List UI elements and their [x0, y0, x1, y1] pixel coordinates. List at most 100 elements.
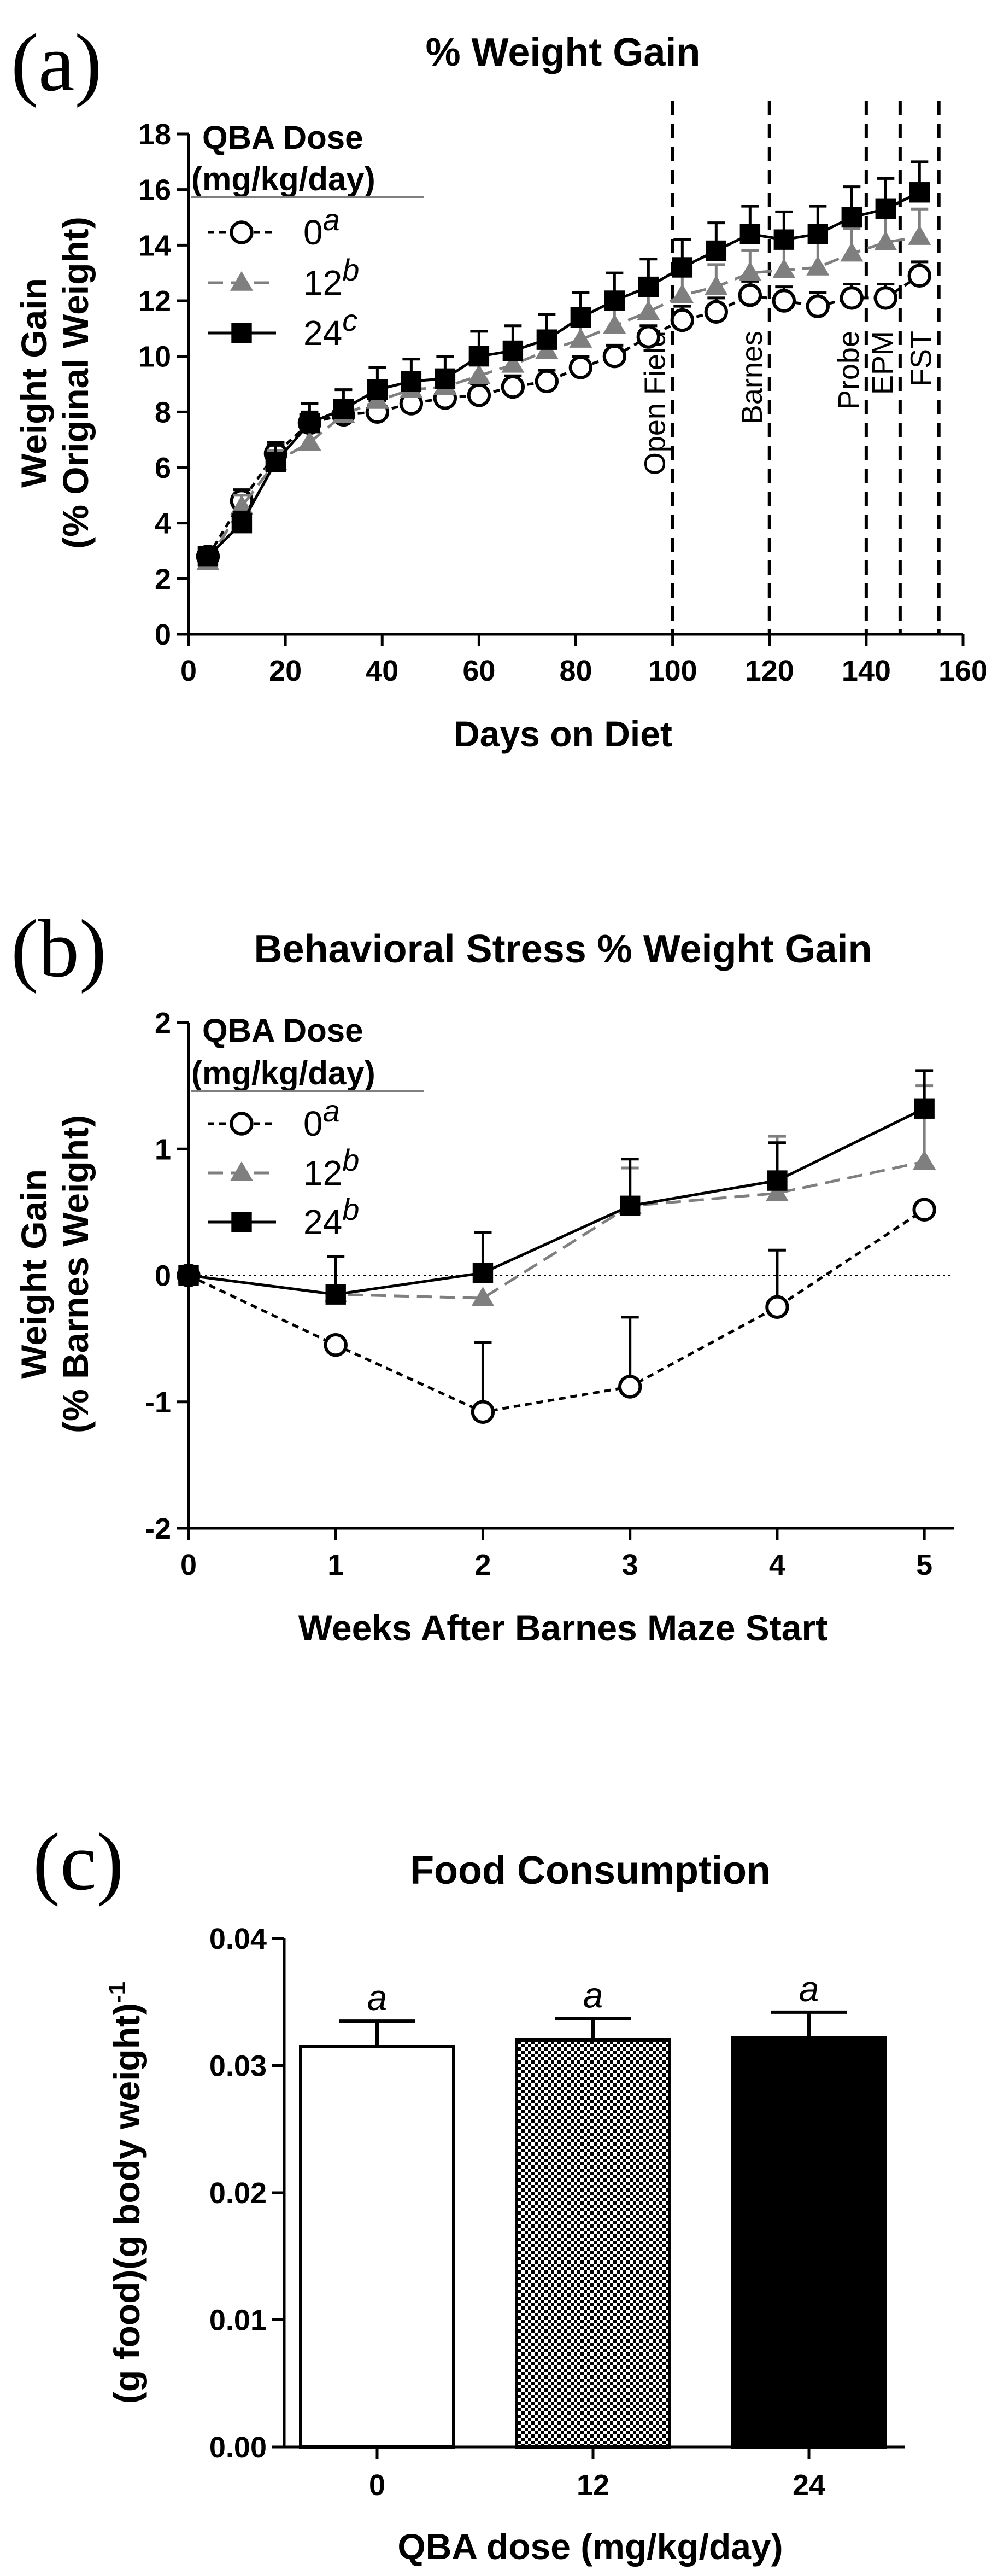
panel-c-letter: (c)	[33, 1816, 124, 1907]
data-point	[501, 375, 525, 399]
data-point	[471, 1400, 495, 1424]
data-point	[874, 231, 897, 251]
a-x-tick-label: 0	[180, 655, 197, 687]
bar-group-12: a 12	[515, 1975, 671, 2502]
legend-stat-letter: a	[323, 202, 340, 237]
a-x-tick-label: 40	[366, 655, 398, 687]
event-label: Barnes	[736, 331, 768, 424]
c-y-tick-label: 0.01	[209, 2304, 267, 2337]
panel-c-chart: (c) Food Consumption 0.000.010.020.030.0…	[33, 1816, 905, 2567]
a-x-tick-label: 60	[462, 655, 495, 687]
panel-a-legend-title-2: (mg/kg/day)	[191, 161, 375, 197]
data-point	[840, 242, 864, 262]
b-y-tick-label: 1	[155, 1133, 171, 1166]
legend-dose: 24	[303, 313, 342, 353]
series-line	[187, 1208, 925, 1413]
data-point	[231, 512, 253, 534]
data-point	[765, 1295, 789, 1319]
a-x-tick-label: 120	[745, 655, 794, 687]
a-series-24	[197, 160, 930, 567]
data-point	[472, 1263, 494, 1283]
legend-label: 0a	[303, 202, 340, 252]
panel-c-y-ticks: 0.00 0.01 0.02 0.03 0.04	[209, 1923, 284, 2464]
legend-stat-letter: a	[323, 1094, 340, 1128]
legend-dose: 12	[303, 263, 342, 302]
bar	[731, 2036, 887, 2449]
b-x-tick-label: 4	[769, 1549, 785, 1581]
a-x-tick-label: 80	[559, 655, 592, 687]
data-point	[502, 340, 524, 361]
panel-a-y-label-line-2: (% Original Weight)	[55, 217, 96, 548]
data-point	[636, 325, 661, 349]
panel-b-y-label-line-2: (% Barnes Weight)	[55, 1115, 96, 1433]
data-point	[603, 314, 626, 334]
data-point	[570, 307, 591, 328]
data-point	[324, 1333, 348, 1357]
b-x-tick-label: 5	[916, 1549, 932, 1581]
data-point	[671, 283, 694, 303]
panel-b-chart: (b) Behavioral Stress % Weight Gain -2 -1…	[11, 903, 954, 1648]
data-point	[772, 289, 796, 313]
legend-stat-letter: b	[342, 1192, 359, 1226]
bar	[299, 2045, 455, 2449]
data-point	[738, 283, 762, 307]
data-point	[765, 1182, 789, 1201]
legend-marker	[231, 1212, 252, 1232]
legend-label: 24c	[303, 303, 357, 353]
data-point	[299, 412, 320, 434]
bar	[515, 2038, 671, 2449]
panel-b-legend-title-1: QBA Dose	[202, 1012, 363, 1049]
panel-a-x-label: Days on Diet	[454, 714, 672, 754]
data-point	[767, 1170, 788, 1191]
panel-c-y-label: (g food)(g body weight)-1	[104, 1982, 147, 2404]
data-point	[569, 328, 592, 348]
data-point	[536, 329, 557, 350]
data-point	[706, 240, 727, 261]
data-point	[908, 225, 931, 245]
a-y-tick-label: 16	[138, 174, 171, 207]
data-point	[637, 300, 660, 320]
data-point	[914, 1098, 935, 1119]
panel-c-y-label-sup: -1	[104, 1982, 131, 2003]
data-point	[401, 371, 422, 392]
data-point	[773, 229, 795, 250]
panel-b-x-ticks: 0 1 2 3 4 5	[180, 1528, 932, 1581]
legend-stat-letter: c	[342, 303, 357, 337]
legend-marker	[230, 1161, 254, 1181]
data-point	[618, 1375, 642, 1399]
bar-stat-letter: a	[367, 1977, 388, 2018]
panel-c-y-label-text: (g food)(g body weight)	[107, 2003, 147, 2404]
a-x-tick-label: 140	[842, 655, 891, 687]
svg-text:(g food)(g body weight)-1: (g food)(g body weight)-1	[104, 1982, 147, 2404]
panel-b-y-label-line-1: Weight Gain	[14, 1169, 54, 1379]
series-line	[207, 274, 920, 557]
c-x-tick-label: 24	[793, 2469, 825, 2502]
panel-c-title: Food Consumption	[410, 1849, 771, 1892]
data-point	[841, 207, 862, 228]
panel-c-x-label: QBA dose (mg/kg/day)	[397, 2526, 783, 2567]
a-y-tick-label: 6	[155, 452, 171, 484]
bar-stat-letter: a	[583, 1975, 603, 2015]
data-point	[467, 383, 491, 407]
a-y-tick-label: 12	[138, 285, 171, 318]
panel-a-event-lines: Open Field Barnes Probe EPM FST	[639, 101, 941, 634]
panel-a-x-ticks: 0 20 40 60 80 100 120 140 160	[180, 634, 986, 687]
c-x-tick-label: 0	[369, 2469, 385, 2502]
legend-label: 12b	[303, 1143, 359, 1193]
c-x-tick-label: 12	[577, 2469, 609, 2502]
a-y-tick-label: 14	[138, 229, 171, 262]
b-series-0	[177, 1198, 936, 1424]
legend-label: 0a	[303, 1094, 340, 1143]
c-y-tick-label: 0.04	[209, 1923, 267, 1955]
panel-a-letter: (a)	[11, 17, 102, 108]
panel-b-letter: (b)	[11, 903, 107, 994]
data-point	[806, 294, 830, 318]
data-point	[670, 308, 695, 332]
a-y-tick-label: 0	[155, 618, 171, 651]
a-x-tick-label: 100	[648, 655, 697, 687]
data-point	[705, 275, 728, 295]
legend-stat-letter: b	[342, 1143, 359, 1177]
